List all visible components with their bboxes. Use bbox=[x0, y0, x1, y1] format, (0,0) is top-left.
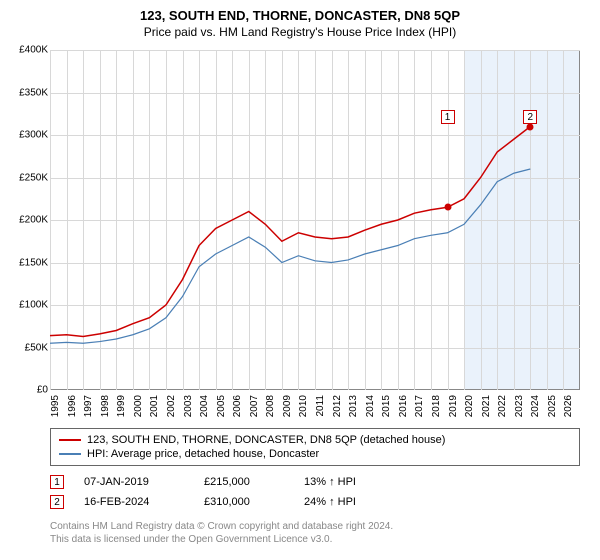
annotation-marker: 2 bbox=[50, 495, 64, 509]
chart-lines bbox=[50, 50, 580, 390]
annotation-price: £215,000 bbox=[204, 476, 284, 488]
chart-title: 123, SOUTH END, THORNE, DONCASTER, DN8 5… bbox=[0, 0, 600, 23]
legend-swatch bbox=[59, 439, 81, 441]
chart-subtitle: Price paid vs. HM Land Registry's House … bbox=[0, 23, 600, 39]
annotation-date: 07-JAN-2019 bbox=[84, 476, 184, 488]
annotations-table: 1 07-JAN-2019 £215,000 13% ↑ HPI 2 16-FE… bbox=[50, 472, 580, 512]
annotation-price: £310,000 bbox=[204, 496, 284, 508]
legend-label: HPI: Average price, detached house, Donc… bbox=[87, 448, 319, 460]
footer-line: Contains HM Land Registry data © Crown c… bbox=[50, 520, 580, 533]
annotation-date: 16-FEB-2024 bbox=[84, 496, 184, 508]
chart-container: 123, SOUTH END, THORNE, DONCASTER, DN8 5… bbox=[0, 0, 600, 560]
annotation-row: 1 07-JAN-2019 £215,000 13% ↑ HPI bbox=[50, 472, 580, 492]
legend-item: HPI: Average price, detached house, Donc… bbox=[59, 447, 571, 461]
annotation-row: 2 16-FEB-2024 £310,000 24% ↑ HPI bbox=[50, 492, 580, 512]
annotation-marker: 1 bbox=[50, 475, 64, 489]
legend-label: 123, SOUTH END, THORNE, DONCASTER, DN8 5… bbox=[87, 434, 445, 446]
legend-item: 123, SOUTH END, THORNE, DONCASTER, DN8 5… bbox=[59, 433, 571, 447]
legend: 123, SOUTH END, THORNE, DONCASTER, DN8 5… bbox=[50, 428, 580, 466]
footer-line: This data is licensed under the Open Gov… bbox=[50, 533, 580, 546]
annotation-pct: 24% ↑ HPI bbox=[304, 496, 394, 508]
footer: Contains HM Land Registry data © Crown c… bbox=[50, 520, 580, 546]
legend-swatch bbox=[59, 453, 81, 455]
annotation-pct: 13% ↑ HPI bbox=[304, 476, 394, 488]
